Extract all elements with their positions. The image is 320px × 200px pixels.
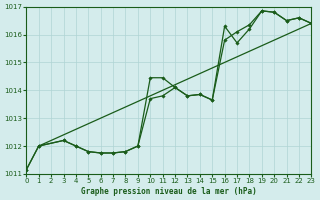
X-axis label: Graphe pression niveau de la mer (hPa): Graphe pression niveau de la mer (hPa): [81, 187, 257, 196]
